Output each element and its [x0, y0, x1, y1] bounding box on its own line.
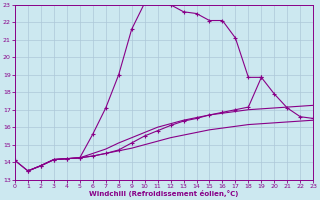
X-axis label: Windchill (Refroidissement éolien,°C): Windchill (Refroidissement éolien,°C) [89, 190, 239, 197]
